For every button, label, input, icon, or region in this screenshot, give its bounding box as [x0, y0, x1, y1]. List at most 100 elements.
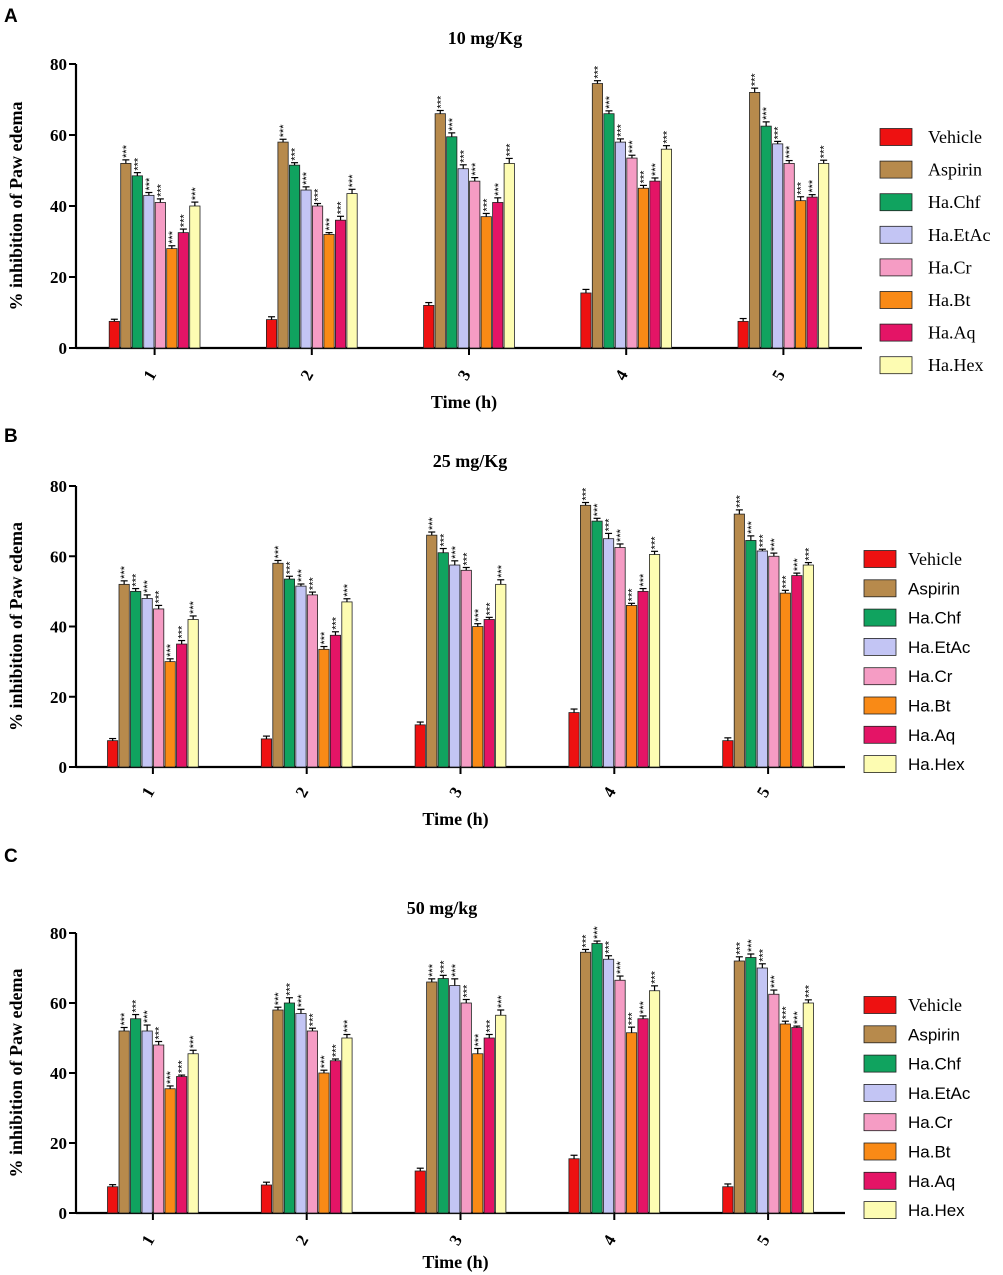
bar-ha-aq [329, 634, 341, 768]
significance-label: *** [615, 528, 627, 542]
bar-ha-hex [802, 564, 814, 768]
y-tick-label: 80 [50, 477, 67, 496]
significance-label: *** [604, 518, 616, 532]
significance-label: *** [592, 503, 604, 517]
panel-c: C 50 mg/kg 0 20 40 60 80 % inhibition of Paw ed… [4, 846, 971, 1273]
legend-label: Ha.EtAc [928, 225, 990, 245]
significance-label: *** [807, 179, 819, 193]
bar-vehicle [568, 712, 580, 768]
bar-ha-cr [460, 569, 472, 768]
bar-ha-etac [141, 598, 153, 768]
significance-label: *** [458, 149, 470, 163]
bar-ha-hex [660, 148, 672, 349]
significance-label: *** [154, 1026, 166, 1040]
significance-label: *** [769, 538, 781, 552]
y-tick-label: 0 [59, 339, 68, 358]
bar-ha-hex [649, 554, 661, 768]
y-axis-label: % inhibition of Paw edema [6, 101, 26, 310]
panel-letter: B [4, 426, 18, 447]
significance-label: *** [803, 984, 815, 998]
bar-ha-chf [603, 113, 615, 349]
bar-ha-etac [756, 550, 768, 768]
significance-label: *** [273, 992, 285, 1006]
chart-title: 10 mg/Kg [448, 28, 523, 48]
legend-swatch [863, 725, 897, 744]
panel-letter: C [4, 846, 18, 867]
bar-ha-hex [341, 1037, 353, 1214]
significance-label: *** [450, 545, 462, 559]
legend-swatch [879, 128, 913, 146]
significance-label: *** [650, 162, 662, 176]
legend-label: Ha.Bt [908, 697, 951, 716]
significance-label: *** [604, 95, 616, 109]
significance-label: *** [438, 960, 450, 974]
legend-label: Vehicle [908, 549, 962, 569]
bar-ha-chf [130, 1018, 142, 1214]
significance-label: *** [307, 577, 319, 591]
bar-ha-hex [187, 619, 199, 768]
bar-ha-bt [318, 1072, 330, 1214]
bar-ha-aq [176, 1076, 188, 1214]
bar-ha-aq [492, 202, 504, 349]
legend-label: Ha.Cr [928, 257, 972, 277]
legend-label: Vehicle [928, 127, 982, 147]
legend-swatch [879, 193, 913, 212]
bar-ha-aq [791, 575, 803, 768]
bar-ha-cr [783, 162, 795, 349]
bar-vehicle [423, 304, 435, 349]
significance-label: *** [131, 573, 143, 587]
y-tick-label: 60 [50, 994, 67, 1013]
significance-label: *** [144, 177, 156, 191]
x-tick-label: 5 [768, 367, 789, 384]
significance-label: *** [336, 201, 348, 215]
significance-label: *** [470, 162, 482, 176]
x-tick-label: 2 [292, 1232, 313, 1249]
bar-ha-hex [495, 583, 507, 768]
panel-b: B 25 mg/Kg 0 20 40 60 80 % inhibition of Paw ed… [4, 426, 971, 830]
significance-label: *** [592, 925, 604, 939]
significance-label: *** [278, 124, 290, 138]
bar-ha-etac [603, 538, 615, 768]
x-tick-label: 4 [611, 366, 632, 383]
bar-ha-cr [768, 555, 780, 768]
significance-label: *** [165, 1070, 177, 1084]
bar-ha-aq [637, 1018, 649, 1214]
significance-label: *** [784, 145, 796, 159]
bar-vehicle [260, 1184, 272, 1214]
bar-vehicle [107, 1186, 119, 1214]
significance-label: *** [792, 1011, 804, 1025]
bar-ha-chf [745, 540, 757, 768]
bar-ha-aq [329, 1060, 341, 1214]
y-tick-label: 20 [50, 1134, 67, 1153]
legend-label: Ha.Aq [908, 726, 955, 745]
significance-label: *** [461, 552, 473, 566]
bar-ha-chf [283, 1002, 295, 1214]
legend-label: Ha.Chf [928, 192, 981, 212]
legend-label: Ha.EtAc [908, 1084, 971, 1103]
bar-ha-chf [446, 136, 458, 349]
significance-label: *** [177, 1060, 189, 1074]
bar-ha-etac [756, 967, 768, 1214]
y-tick-label: 80 [50, 55, 67, 74]
significance-label: *** [473, 1033, 485, 1047]
significance-label: *** [154, 590, 166, 604]
bar-ha-cr [614, 979, 626, 1214]
bar-ha-bt [626, 605, 638, 768]
bar-ha-aq [177, 232, 189, 349]
bar-ha-etac [449, 985, 461, 1214]
legend-swatch [879, 323, 913, 342]
bar-vehicle [265, 319, 278, 349]
significance-label: *** [638, 170, 650, 184]
bar-ha-aq [806, 196, 818, 349]
bar-ha-bt [164, 661, 176, 768]
bar-ha-bt [795, 200, 807, 349]
significance-label: *** [178, 214, 190, 228]
bar-ha-bt [472, 626, 484, 768]
bar-vehicle [414, 1170, 426, 1214]
bar-ha-bt [164, 1088, 176, 1214]
legend-swatch [863, 1142, 897, 1161]
significance-label: *** [319, 1055, 331, 1069]
significance-label: *** [750, 73, 762, 87]
legend-swatch [879, 160, 913, 179]
chart-title: 25 mg/Kg [433, 451, 508, 471]
